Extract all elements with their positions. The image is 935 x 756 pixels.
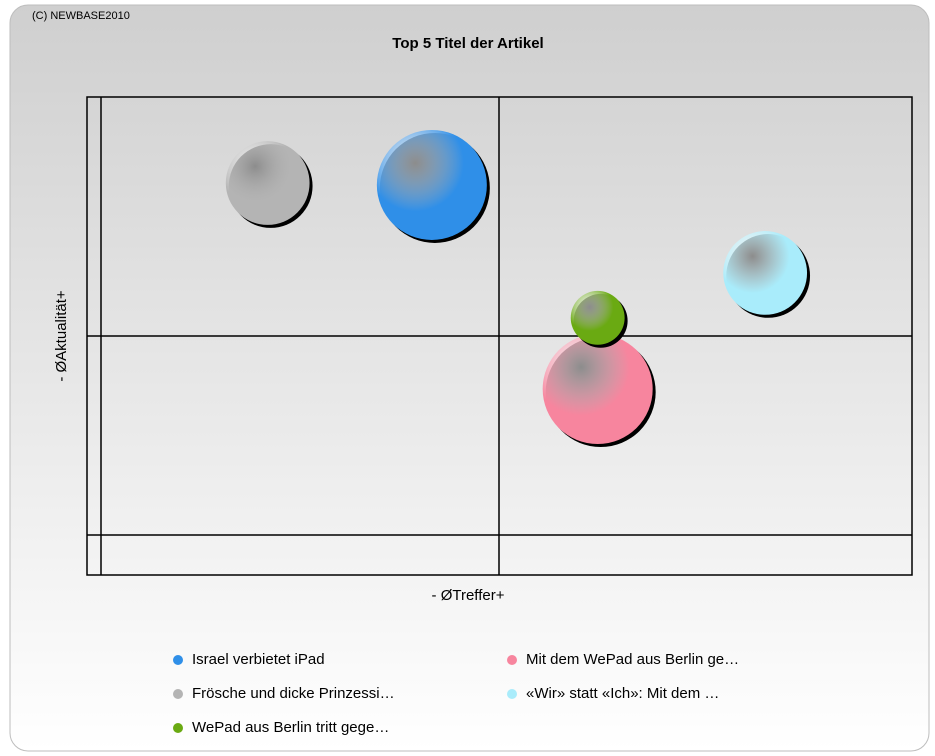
x-axis-label: - ØTreffer+ bbox=[432, 587, 505, 604]
plot-frame bbox=[86, 96, 913, 576]
bubble bbox=[542, 334, 653, 445]
copyright: (C) NEWBASE2010 bbox=[32, 10, 130, 22]
bubble bbox=[376, 129, 487, 240]
legend-marker bbox=[507, 689, 517, 699]
legend-marker bbox=[507, 655, 517, 665]
legend-label: WePad aus Berlin tritt gege… bbox=[192, 719, 389, 736]
background bbox=[9, 4, 930, 752]
y-axis-label: - ØAktualität+ bbox=[53, 290, 70, 382]
chart-title: Top 5 Titel der Artikel bbox=[392, 35, 543, 52]
bubble bbox=[225, 141, 310, 225]
legend-marker bbox=[173, 689, 183, 699]
legend-label: «Wir» statt «Ich»: Mit dem … bbox=[526, 685, 719, 702]
legend-marker bbox=[173, 723, 183, 733]
legend-label: Mit dem WePad aus Berlin ge… bbox=[526, 651, 739, 668]
legend-marker bbox=[173, 655, 183, 665]
bubble bbox=[570, 290, 625, 345]
legend-label: Israel verbietet iPad bbox=[192, 651, 325, 668]
bubble bbox=[723, 231, 808, 315]
legend-label: Frösche und dicke Prinzessi… bbox=[192, 685, 395, 702]
